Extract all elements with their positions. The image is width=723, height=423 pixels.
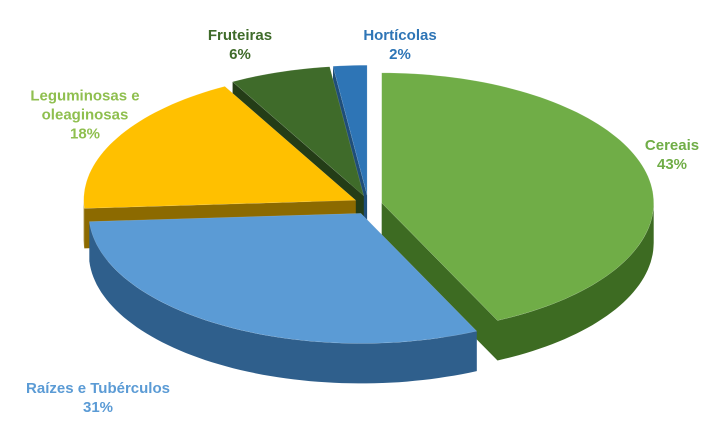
category-name: Raízes e Tubérculos: [26, 380, 170, 397]
slice: [89, 213, 478, 344]
slice-label: Cereais 43%: [632, 136, 712, 174]
slice-side: [89, 221, 477, 384]
category-name: Cereais: [644, 137, 700, 154]
slice-label: Hortícolas 2%: [355, 26, 445, 64]
value-label: 43%: [656, 156, 688, 173]
slice: [381, 72, 654, 321]
slice-side: [83, 200, 85, 249]
value-label: 2%: [389, 46, 411, 63]
category-name: Hortícolas: [363, 27, 437, 44]
category-name: Leguminosas e oleaginosas: [30, 87, 140, 124]
slice-label: Fruteiras 6%: [195, 26, 285, 64]
slice-side: [497, 202, 654, 361]
value-label: 31%: [82, 399, 114, 416]
slice: [83, 86, 357, 209]
slice-wall: [381, 202, 498, 361]
slice-label: Raízes e Tubérculos 31%: [0, 379, 198, 417]
slice-label: Leguminosas e oleaginosas 18%: [10, 87, 160, 144]
slice: [232, 66, 365, 197]
slice: [332, 64, 368, 196]
category-name: Fruteiras: [207, 27, 273, 44]
value-label: 6%: [229, 46, 251, 63]
value-label: 18%: [69, 125, 101, 143]
